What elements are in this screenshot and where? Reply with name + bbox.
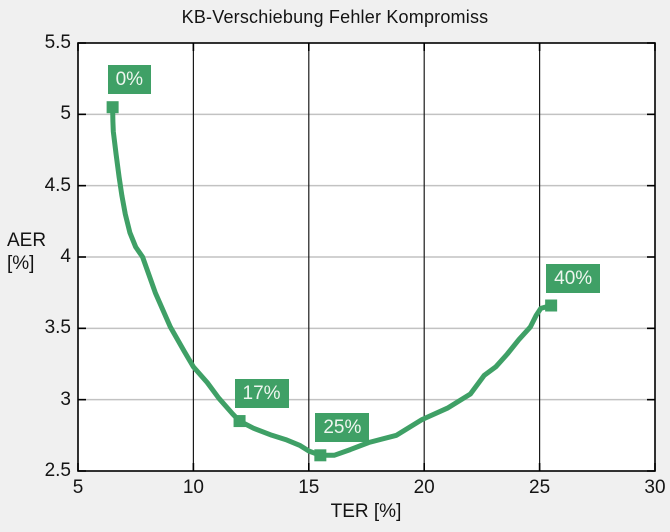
y-tick-label: 3.5 xyxy=(44,317,71,339)
x-tick-label: 10 xyxy=(182,477,204,498)
x-axis-label: TER [%] xyxy=(330,501,402,522)
y-axis-label: AER [%] xyxy=(7,229,46,275)
annotation-label: 40% xyxy=(546,263,601,293)
y-tick-label: 4.5 xyxy=(44,174,71,196)
y-tick-label: 5.5 xyxy=(44,32,71,53)
x-tick-label: 5 xyxy=(72,477,84,498)
data-point-marker xyxy=(233,415,246,428)
data-point-marker xyxy=(545,299,558,312)
annotation-label: 17% xyxy=(234,379,289,409)
y-tick-label: 4 xyxy=(60,246,71,267)
data-point-marker xyxy=(314,449,327,462)
annotation-label: 25% xyxy=(315,413,370,443)
data-curve xyxy=(110,103,554,458)
x-tick-label: 20 xyxy=(413,477,435,498)
x-tick-label: 30 xyxy=(644,477,666,498)
y-axis-label-line2: [%] xyxy=(7,253,35,274)
x-tick-label: 15 xyxy=(298,477,320,498)
y-tick-label: 5 xyxy=(60,103,71,125)
chart-title: KB-Verschiebung Fehler Kompromiss xyxy=(181,7,489,27)
y-axis-label-line1: AER xyxy=(7,230,47,251)
x-tick-label: 25 xyxy=(529,477,551,498)
annotation-label: 0% xyxy=(107,65,152,95)
y-tick-label: 2.5 xyxy=(44,460,71,481)
data-point-marker xyxy=(106,101,119,114)
y-tick-label: 3 xyxy=(60,388,71,410)
